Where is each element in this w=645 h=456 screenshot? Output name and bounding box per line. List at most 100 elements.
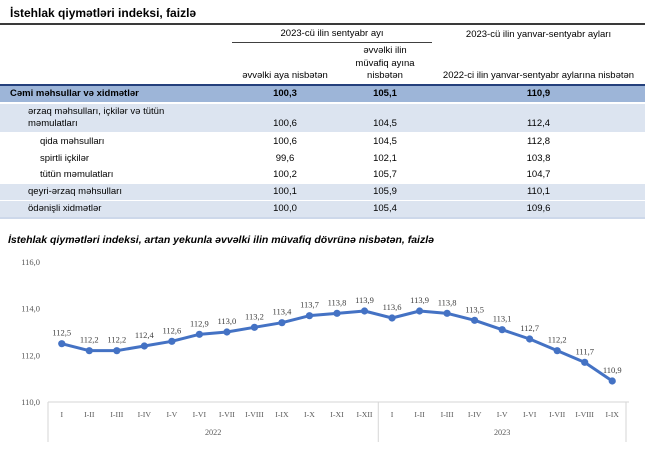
row-label: qeyri-ərzaq məhsulları <box>0 183 232 201</box>
header-sub-row: əvvəlki aya nisbətən əvvəlki ilin müvafi… <box>0 43 645 86</box>
row-label: ödənişli xidmətlər <box>0 199 232 219</box>
data-point-label: 112,9 <box>190 318 209 328</box>
data-point-marker <box>195 330 203 338</box>
row-value: 112,4 <box>432 102 645 134</box>
header-vs-jan-sep-2022: 2022-ci ilin yanvar-sentyabr aylarına ni… <box>442 70 635 82</box>
header-empty-cell <box>0 26 232 43</box>
table-row: qida məhsulları 100,6 104,5 112,8 <box>0 132 645 150</box>
row-value: 105,4 <box>338 199 433 219</box>
row-value: 104,7 <box>432 166 645 184</box>
x-axis-year-label: 2022 <box>205 428 221 437</box>
data-point-label: 110,9 <box>603 365 622 375</box>
row-label: Cəmi məhsullar və xidmətlər <box>0 84 232 105</box>
table-row: tütün məmulatları 100,2 105,7 104,7 <box>0 166 645 184</box>
table-row: qeyri-ərzaq məhsulları 100,1 105,9 110,1 <box>0 183 645 201</box>
report-page: { "page": { "title": "İstehlak qiymətlər… <box>0 0 645 442</box>
data-point-label: 113,2 <box>245 311 264 321</box>
data-point-label: 113,0 <box>217 316 236 326</box>
data-point-label: 113,9 <box>410 295 429 305</box>
header-group-row: 2023-cü ilin sentyabr ayı 2023-cü ilin y… <box>0 26 645 44</box>
data-point-marker <box>526 335 534 343</box>
data-point-marker <box>553 346 561 355</box>
data-point-label: 112,2 <box>548 335 567 345</box>
data-point-marker <box>140 342 148 350</box>
row-value: 105,9 <box>338 183 433 201</box>
x-axis-month-label: I-VII <box>549 410 565 419</box>
data-point-label: 112,2 <box>107 335 126 345</box>
row-value: 104,5 <box>338 102 433 134</box>
data-point-label: 113,7 <box>300 300 319 310</box>
y-axis-tick-label: 114,0 <box>21 304 40 314</box>
x-axis-year-label: 2023 <box>494 428 510 437</box>
data-point-label: 113,8 <box>328 297 347 307</box>
x-axis-month-label: I-III <box>110 410 123 419</box>
x-axis-month-label: I-V <box>497 410 508 419</box>
page-title: İstehlak qiymətləri indeksi, faizlə <box>0 0 645 25</box>
data-point-marker <box>360 307 369 315</box>
x-axis-month-label: I-XI <box>330 410 344 419</box>
header-vs-prev-month: əvvəlki aya nisbətən <box>242 70 328 82</box>
y-axis-tick-label: 112,0 <box>21 350 40 360</box>
data-point-marker <box>85 346 93 355</box>
x-axis-month-label: I-IV <box>468 410 482 419</box>
row-value: 99,6 <box>232 149 338 167</box>
y-axis-tick-label: 110,0 <box>21 397 40 407</box>
table-row: Cəmi məhsullar və xidmətlər 100,3 105,1 110… <box>0 84 645 105</box>
table-row: spirtli içkilər 99,6 102,1 103,8 <box>0 149 645 167</box>
data-point-label: 112,7 <box>520 323 539 333</box>
header-group-september: 2023-cü ilin sentyabr ayı <box>232 26 433 44</box>
x-axis-month-label: I-II <box>414 410 425 419</box>
x-axis-month-label: I-XII <box>357 410 373 419</box>
x-axis-month-label: I-V <box>166 410 177 419</box>
table-row: ərzaq məhsulları, içkilər və tütün məmul… <box>0 102 645 134</box>
row-value: 110,1 <box>432 183 645 201</box>
row-label: qida məhsulları <box>0 132 232 150</box>
data-point-label: 112,2 <box>80 335 99 345</box>
row-value: 100,3 <box>232 84 338 105</box>
cpi-table-header: 2023-cü ilin sentyabr ayı 2023-cü ilin y… <box>0 26 645 85</box>
data-point-marker <box>223 328 231 336</box>
row-value: 100,6 <box>232 102 338 134</box>
data-point-label: 112,6 <box>162 325 181 335</box>
row-value: 105,7 <box>338 166 433 184</box>
table-row: ödənişli xidmətlər 100,0 105,4 109,6 <box>0 199 645 219</box>
row-value: 105,1 <box>338 84 433 105</box>
data-point-label: 113,5 <box>465 304 484 314</box>
cpi-table-body: Cəmi məhsullar və xidmətlər 100,3 105,1 110… <box>0 84 645 219</box>
data-point-marker <box>471 316 479 324</box>
row-label: spirtli içkilər <box>0 149 232 167</box>
row-value: 110,9 <box>432 84 645 105</box>
cpi-table: 2023-cü ilin sentyabr ayı 2023-cü ilin y… <box>0 26 645 219</box>
data-point-label: 112,5 <box>52 328 71 338</box>
x-axis-month-label: I-VI <box>523 410 537 419</box>
header-empty-cell <box>0 43 232 86</box>
x-axis-month-label: I-VIII <box>245 410 264 419</box>
row-value: 100,2 <box>232 166 338 184</box>
row-value: 109,6 <box>432 199 645 219</box>
data-point-marker <box>278 318 286 327</box>
header-vs-same-month-prev-year: əvvəlki ilin müvafiq ayına nisbətən <box>355 45 415 82</box>
data-point-marker <box>498 325 506 334</box>
row-value: 104,5 <box>338 132 433 150</box>
data-point-marker <box>168 337 176 345</box>
data-point-marker <box>58 339 66 348</box>
x-axis-month-label: I <box>391 410 394 419</box>
data-point-label: 113,4 <box>273 307 293 317</box>
data-point-marker <box>250 323 259 331</box>
data-point-marker <box>443 309 451 317</box>
data-point-marker <box>581 358 589 366</box>
row-label: tütün məmulatları <box>0 166 232 184</box>
data-point-label: 113,6 <box>383 302 402 312</box>
row-value: 102,1 <box>338 149 433 167</box>
data-point-label: 113,9 <box>355 295 374 305</box>
x-axis-month-label: I-III <box>441 410 454 419</box>
row-value: 100,1 <box>232 183 338 201</box>
x-axis-month-label: I-X <box>304 410 315 419</box>
chart-title: İstehlak qiymətləri indeksi, artan yekun… <box>8 233 434 246</box>
row-value: 100,0 <box>232 199 338 219</box>
x-axis-month-label: I <box>60 410 63 419</box>
row-value: 103,8 <box>432 149 645 167</box>
data-point-marker <box>113 346 121 355</box>
data-point-marker <box>333 309 341 317</box>
row-label: ərzaq məhsulları, içkilər və tütün məmul… <box>0 102 232 134</box>
